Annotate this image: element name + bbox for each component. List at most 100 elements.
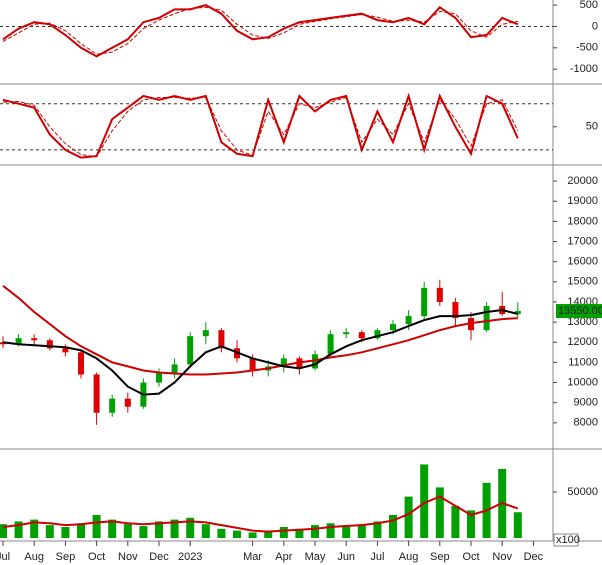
indicator-line bbox=[2, 96, 519, 158]
y-tick-label: 13000 bbox=[567, 316, 598, 328]
y-tick-label: 16000 bbox=[567, 256, 598, 268]
indicator-line bbox=[2, 92, 519, 159]
last-price-label: 13550.00 bbox=[558, 305, 602, 317]
volume-bar bbox=[0, 524, 7, 538]
candle-body bbox=[436, 287, 443, 302]
candle-body bbox=[280, 358, 287, 367]
volume-bar bbox=[279, 526, 288, 538]
x-tick-label: Jun bbox=[337, 551, 355, 563]
candle-body bbox=[405, 316, 412, 325]
x-tick-label: Apr bbox=[275, 551, 292, 563]
candle-body bbox=[156, 372, 162, 383]
x-tick-label: Dec bbox=[149, 551, 169, 563]
x-tick-label: Jul bbox=[370, 551, 384, 563]
volume-bar bbox=[30, 519, 39, 538]
x-tick-label: Oct bbox=[462, 551, 479, 563]
volume-bar bbox=[404, 496, 413, 538]
candle-body bbox=[358, 332, 365, 339]
candle-body bbox=[62, 348, 69, 353]
volume-bar bbox=[155, 521, 163, 538]
candle-body bbox=[0, 342, 6, 345]
volume-bar bbox=[14, 521, 23, 538]
candle-body bbox=[514, 311, 521, 315]
volume-bar bbox=[513, 512, 522, 538]
candle-body bbox=[327, 334, 334, 355]
indicator-line bbox=[2, 285, 518, 376]
candle-body bbox=[421, 287, 428, 317]
x-tick-label: Aug bbox=[399, 551, 419, 563]
candle-body bbox=[31, 338, 38, 341]
volume-bar bbox=[217, 528, 226, 538]
candle-body bbox=[78, 352, 84, 375]
volume-bar bbox=[451, 505, 460, 538]
candle-body bbox=[374, 330, 381, 339]
y-tick-label: 17000 bbox=[567, 235, 598, 247]
x-tick-label: Nov bbox=[492, 551, 512, 563]
y-tick-label: 50 bbox=[586, 121, 598, 133]
candle-body bbox=[390, 324, 396, 331]
volume-bar bbox=[92, 515, 101, 538]
x-tick-label: Mar bbox=[243, 551, 262, 563]
volume-bar bbox=[373, 521, 382, 538]
unit-label: x100 bbox=[556, 534, 580, 546]
volume-bar bbox=[467, 510, 475, 538]
indicator-line bbox=[2, 495, 519, 533]
x-tick-label: Jul bbox=[0, 551, 10, 563]
y-tick-label: 18000 bbox=[567, 215, 598, 227]
candle-body bbox=[171, 364, 178, 373]
candle-body bbox=[15, 338, 22, 345]
y-tick-label: 12000 bbox=[567, 336, 598, 348]
y-tick-label: 15000 bbox=[567, 276, 598, 288]
candle-body bbox=[452, 301, 459, 319]
y-tick-label: 19000 bbox=[567, 195, 598, 207]
volume-bar bbox=[420, 464, 429, 538]
y-tick-label: 11000 bbox=[568, 356, 598, 368]
x-tick-label: May bbox=[305, 551, 326, 563]
x-tick-label: Sep bbox=[56, 551, 76, 563]
y-tick-label: 20000 bbox=[567, 175, 598, 187]
volume-bar bbox=[108, 519, 117, 538]
y-tick-label: 8000 bbox=[574, 417, 598, 429]
candle-body bbox=[249, 358, 256, 371]
y-tick-label: -1000 bbox=[570, 63, 598, 75]
candle-body bbox=[124, 398, 131, 407]
volume-bar bbox=[389, 515, 397, 538]
volume-bar bbox=[233, 530, 241, 538]
x-tick-label: Dec bbox=[524, 551, 544, 563]
y-tick-label: 0 bbox=[592, 20, 598, 32]
y-tick-label: 10000 bbox=[567, 376, 598, 388]
volume-bar bbox=[45, 525, 54, 538]
last-price-box bbox=[556, 304, 602, 319]
x-tick-label: Aug bbox=[24, 551, 44, 563]
volume-bar bbox=[123, 524, 132, 538]
indicator-line bbox=[2, 4, 519, 58]
volume-bar bbox=[326, 523, 335, 538]
volume-bar bbox=[139, 526, 148, 538]
x-tick-label: Nov bbox=[118, 551, 138, 563]
volume-bar bbox=[248, 532, 257, 538]
volume-bar bbox=[170, 519, 179, 538]
volume-bar bbox=[186, 517, 195, 538]
candle-body bbox=[202, 330, 209, 337]
y-tick-label: 9000 bbox=[574, 397, 598, 409]
volume-bar bbox=[357, 524, 366, 538]
candle-body bbox=[468, 318, 474, 331]
volume-bar bbox=[77, 523, 85, 538]
y-tick-label: -500 bbox=[576, 42, 598, 54]
candle-body bbox=[218, 330, 225, 349]
candle-body bbox=[187, 336, 194, 365]
volume-bar bbox=[201, 524, 210, 538]
volume-bar bbox=[342, 526, 351, 538]
volume-bar bbox=[61, 526, 70, 538]
volume-bar bbox=[295, 528, 304, 538]
x-tick-label: Oct bbox=[88, 551, 105, 563]
candle-body bbox=[343, 332, 350, 335]
candle-body bbox=[93, 374, 100, 413]
candle-body bbox=[109, 398, 116, 413]
volume-bar bbox=[264, 530, 273, 538]
x-tick-label: 2023 bbox=[178, 551, 202, 563]
y-tick-label: 50000 bbox=[567, 486, 598, 498]
indicator-line bbox=[2, 308, 519, 396]
